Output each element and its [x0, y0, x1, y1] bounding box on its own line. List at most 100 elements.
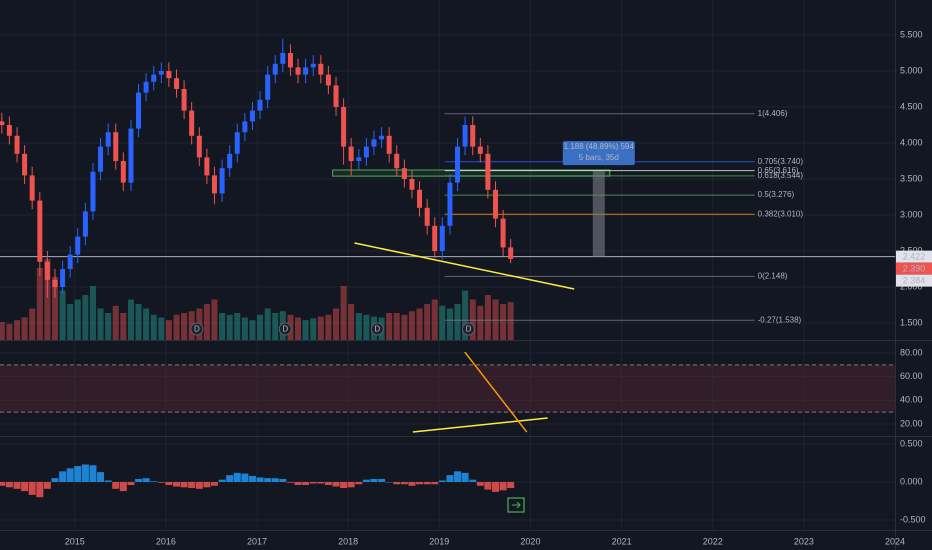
macd-histogram [499, 481, 507, 491]
candle-body [0, 121, 5, 125]
candle-body [128, 128, 134, 183]
fib-label: -0.27(1.538) [758, 315, 802, 324]
x-tick-label: 2024 [885, 536, 905, 546]
macd-histogram [226, 475, 234, 482]
candle-body [75, 236, 81, 255]
volume-bar [105, 313, 112, 340]
macd-histogram [317, 481, 325, 484]
macd-histogram [332, 481, 340, 487]
price-marker [896, 274, 932, 287]
candle-body [462, 124, 468, 147]
dividend-label: D [466, 325, 472, 334]
volume-bar [340, 286, 347, 340]
macd-histogram [66, 468, 74, 482]
volume-bar [0, 322, 5, 340]
candle-body [470, 124, 476, 147]
macd-histogram [241, 473, 249, 482]
candle-body [409, 179, 415, 190]
fib-label: 0(2.148) [758, 271, 788, 280]
macd-histogram [302, 481, 310, 486]
volume-bar [302, 320, 309, 340]
volume-bar [507, 302, 514, 340]
macd-histogram [97, 472, 105, 482]
candle-body [371, 139, 377, 147]
macd-histogram [416, 481, 424, 485]
x-tick-label: 2016 [156, 536, 176, 546]
macd-histogram [165, 481, 173, 486]
y-tick-label: 4.000 [900, 137, 923, 147]
y-tick-label: 0.000 [900, 476, 923, 486]
candle-body [136, 92, 142, 129]
volume-bar [14, 320, 21, 340]
volume-bar [416, 308, 423, 340]
volume-bar [500, 304, 507, 340]
measure-sub: 5 bars, 35d [579, 153, 619, 162]
volume-bar [158, 317, 165, 340]
macd-histogram [423, 481, 431, 485]
macd-histogram [469, 479, 477, 482]
volume-bar [249, 320, 256, 340]
highlight-box [507, 497, 525, 513]
x-tick-label: 2019 [429, 536, 449, 546]
candle-body [439, 225, 445, 252]
macd-histogram [294, 481, 302, 486]
candle-body [500, 218, 506, 248]
macd-histogram [408, 481, 416, 486]
volume-bar [439, 305, 446, 340]
macd-histogram [446, 475, 454, 482]
macd-histogram [188, 481, 196, 489]
macd-histogram [119, 481, 127, 492]
volume-bar [120, 313, 127, 340]
macd-histogram [370, 478, 378, 482]
macd-histogram [0, 481, 6, 486]
trend-line [354, 242, 575, 290]
macd-histogram [81, 464, 89, 482]
y-tick-label: 5.500 [900, 29, 923, 39]
y-tick-label: 40.00 [900, 395, 923, 405]
fib-label: 0.382(3.010) [758, 209, 804, 218]
trend-line [464, 351, 528, 433]
macd-histogram [476, 481, 484, 486]
volume-bar [150, 314, 157, 340]
volume-bar [135, 304, 142, 340]
macd-histogram [173, 481, 181, 487]
fib-label: 0.618(3.544) [758, 171, 804, 180]
volume-bar [363, 314, 370, 340]
volume-bar [393, 313, 400, 340]
price-marker [896, 250, 932, 263]
macd-histogram [127, 481, 135, 486]
macd-histogram [309, 481, 317, 484]
candle-body [166, 70, 172, 79]
rsi-band [0, 364, 895, 413]
candle-body [401, 168, 407, 180]
volume-bar [226, 314, 233, 340]
dividend-label: D [374, 325, 380, 334]
dividend-label: D [194, 325, 200, 334]
volume-bar [310, 318, 317, 340]
candle-body [272, 63, 278, 75]
macd-histogram [157, 481, 165, 483]
macd-histogram [431, 481, 439, 485]
macd-histogram [438, 480, 446, 482]
candle-body [196, 135, 202, 158]
macd-histogram [59, 471, 67, 482]
candle-body [386, 135, 392, 154]
volume-bar [272, 313, 279, 340]
candle-body [44, 261, 50, 280]
price-marker-label: 2.384 [903, 275, 926, 285]
candle-body [295, 67, 301, 75]
volume-bar [454, 304, 461, 340]
candle-body [477, 146, 483, 154]
volume-bar [295, 317, 302, 340]
candle-body [265, 74, 271, 100]
macd-histogram [454, 471, 462, 482]
candle-body [158, 70, 164, 75]
volume-bar [181, 313, 188, 340]
macd-histogram [400, 481, 408, 485]
candle-body [280, 52, 286, 64]
volume-bar [317, 316, 324, 340]
volume-bar [401, 314, 408, 340]
macd-histogram [210, 481, 218, 486]
x-tick-label: 2021 [612, 536, 632, 546]
macd-histogram [385, 481, 393, 483]
